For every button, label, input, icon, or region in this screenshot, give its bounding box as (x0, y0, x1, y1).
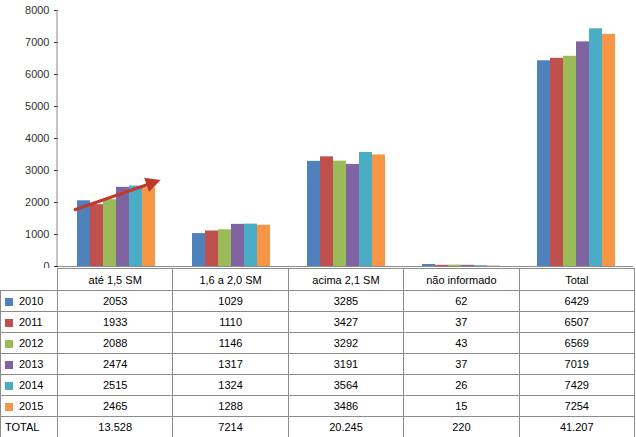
html-text:3285: 3285 (333, 295, 359, 307)
html-text:2010: 2010 (19, 295, 44, 307)
svg-text:3000: 3000 (25, 164, 49, 176)
html-text:6507: 6507 (564, 316, 589, 328)
html-text:6429: 6429 (564, 295, 589, 307)
html-text:6569: 6569 (564, 337, 589, 349)
svg-text:2000: 2000 (25, 196, 49, 208)
html-text:1933: 1933 (103, 316, 128, 328)
html-text:220: 220 (452, 421, 471, 433)
html-text:3191: 3191 (333, 358, 359, 370)
html-text:62: 62 (455, 295, 468, 307)
svg-text:0: 0 (43, 260, 49, 268)
html-text:3292: 3292 (333, 337, 359, 349)
svg-text:8000: 8000 (25, 4, 49, 16)
html-text:2011: 2011 (19, 316, 43, 328)
html-text:1029: 1029 (218, 295, 243, 307)
html-text:2465: 2465 (103, 400, 128, 412)
svg-text:4000: 4000 (25, 132, 49, 144)
html-text:26: 26 (455, 379, 468, 391)
svg-text:1000: 1000 (25, 228, 49, 240)
html-text:2014: 2014 (19, 379, 44, 391)
html-text:15: 15 (455, 400, 468, 412)
html-text:13.528: 13.528 (98, 421, 132, 433)
html-text:20.245: 20.245 (329, 421, 363, 433)
html-text:1146: 1146 (218, 337, 243, 349)
html-text:Total: Total (565, 273, 589, 286)
html-text:7254: 7254 (564, 400, 589, 412)
html-text:2515: 2515 (103, 379, 128, 391)
html-text:1288: 1288 (218, 400, 243, 412)
html-text:3486: 3486 (333, 400, 359, 412)
html-text:1,6 a 2,0 SM: 1,6 a 2,0 SM (199, 273, 262, 286)
html-text:2474: 2474 (103, 358, 128, 370)
html-text:43: 43 (455, 337, 468, 349)
html-text:7214: 7214 (218, 421, 243, 433)
html-text:37: 37 (455, 358, 468, 370)
html-text:2088: 2088 (103, 337, 128, 349)
html-text:41.207: 41.207 (559, 421, 594, 433)
html-text:TOTAL: TOTAL (5, 421, 40, 433)
html-text:1324: 1324 (218, 379, 243, 391)
svg-text:5000: 5000 (25, 100, 49, 112)
svg-text:6000: 6000 (25, 68, 49, 80)
html-text:37: 37 (455, 316, 468, 328)
html-text:1317: 1317 (218, 358, 243, 370)
html-text:2013: 2013 (19, 358, 44, 370)
html-text:3564: 3564 (333, 379, 359, 391)
html-text:2012: 2012 (19, 337, 44, 349)
html-text:7429: 7429 (564, 379, 589, 391)
html-text:1110: 1110 (219, 316, 242, 328)
html-text:2015: 2015 (19, 400, 44, 412)
html-text:7019: 7019 (564, 358, 589, 370)
html-text:2053: 2053 (103, 295, 128, 307)
svg-text:7000: 7000 (25, 36, 49, 48)
html-text:até 1,5 SM: até 1,5 SM (88, 273, 142, 286)
html-text:3427: 3427 (333, 316, 359, 328)
html-text:acima 2,1 SM: acima 2,1 SM (312, 273, 380, 286)
html-text:não informado: não informado (426, 273, 497, 286)
